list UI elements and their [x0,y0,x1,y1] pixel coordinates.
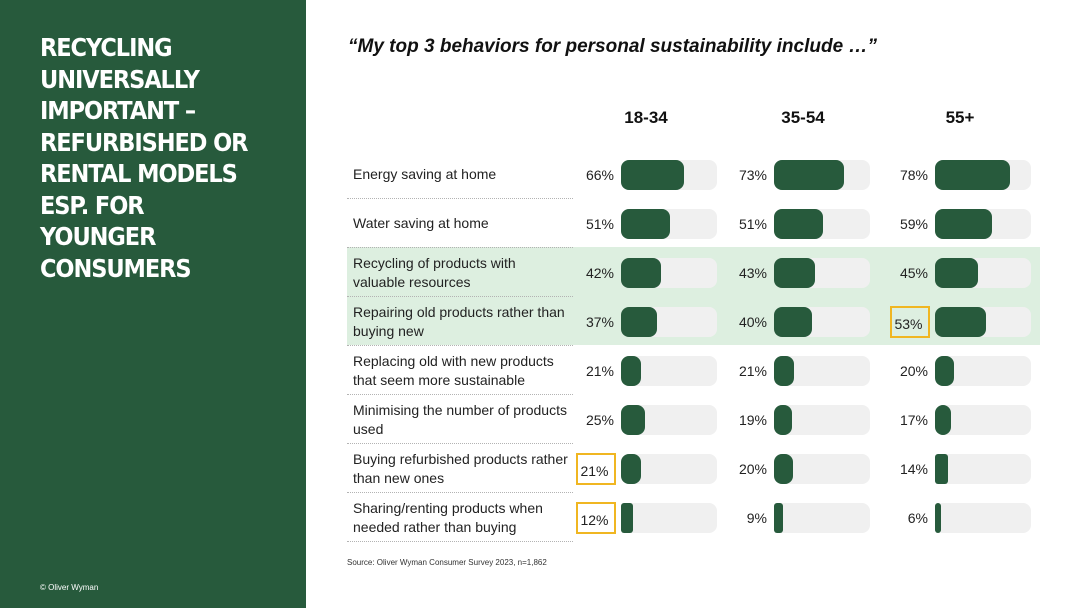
category-label: Minimising the number of products used [353,401,567,437]
category-label: Sharing/renting products when needed rat… [353,499,543,535]
data-label: 19% [738,412,767,428]
data-label: 37% [585,314,614,330]
copyright-note: © Oliver Wyman [40,583,99,592]
bar [621,405,645,435]
column-header-0: 18-34 [624,108,668,127]
column-header-1: 35-54 [781,108,825,127]
category-label: Energy saving at home [353,166,497,182]
data-label: 21% [585,363,614,379]
side-panel: RECYCLING UNIVERSALLY IMPORTANT – REFURB… [0,0,306,608]
category-row: Water saving at home [347,199,573,248]
data-label: 51% [585,216,614,232]
bar [621,160,684,190]
bar [774,356,794,386]
bar [621,454,641,484]
category-row: Recycling of products with valuable reso… [347,248,573,297]
bar [774,258,815,288]
data-label: 9% [746,510,767,526]
data-label: 73% [738,167,767,183]
source-note: Source: Oliver Wyman Consumer Survey 202… [347,558,547,567]
data-label: 20% [738,461,767,477]
data-label: 78% [899,167,928,183]
column-header-2: 55+ [945,108,975,127]
bar [621,503,633,533]
data-label: 59% [899,216,928,232]
bar [621,258,661,288]
slide-headline: RECYCLING UNIVERSALLY IMPORTANT – REFURB… [40,33,249,283]
data-label: 40% [738,314,767,330]
data-label: 21% [738,363,767,379]
bar [774,503,783,533]
bar [935,405,951,435]
bar [621,209,670,239]
category-row: Minimising the number of products used [347,395,573,444]
data-label: 14% [899,461,928,477]
bar [935,258,978,288]
category-label: Replacing old with new products that see… [353,352,554,388]
category-label: Water saving at home [353,215,489,231]
category-row: Energy saving at home [347,150,573,199]
category-label: Recycling of products with valuable reso… [353,254,516,290]
data-label: 45% [899,265,928,281]
category-row: Buying refurbished products rather than … [347,444,573,493]
data-label: 12% [576,502,616,534]
data-label: 6% [907,510,928,526]
bar [935,503,941,533]
category-row: Sharing/renting products when needed rat… [347,493,573,542]
bar-track [935,454,1031,484]
bar [621,356,641,386]
bar [935,209,992,239]
data-label: 53% [890,306,930,338]
bar-track [935,405,1031,435]
bar-track [774,503,870,533]
data-label: 17% [899,412,928,428]
bar [774,307,812,337]
bar-track [935,503,1031,533]
category-row: Repairing old products rather than buyin… [347,297,573,346]
bar [935,356,954,386]
bar [774,160,844,190]
data-label: 21% [576,453,616,485]
data-label: 51% [738,216,767,232]
bar [935,160,1010,190]
bar [935,307,986,337]
bar [621,307,657,337]
bar-track [621,503,717,533]
data-label: 20% [899,363,928,379]
category-label: Repairing old products rather than buyin… [353,303,565,339]
chart-title-quote: “My top 3 behaviors for personal sustain… [348,36,877,57]
category-label: Buying refurbished products rather than … [353,450,568,486]
data-label: 43% [738,265,767,281]
bar [774,454,793,484]
category-row: Replacing old with new products that see… [347,346,573,395]
bar [774,209,823,239]
data-label: 66% [585,167,614,183]
data-label: 42% [585,265,614,281]
bar [935,454,948,484]
bar [774,405,792,435]
data-label: 25% [585,412,614,428]
